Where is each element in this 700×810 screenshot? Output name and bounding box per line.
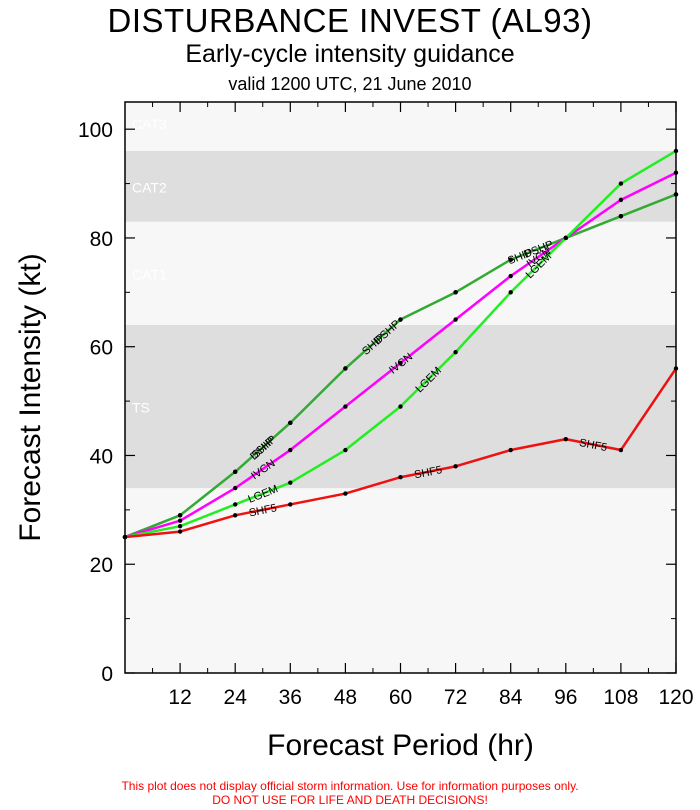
y-tick-label: 100: [78, 119, 113, 142]
point-ship: [618, 214, 624, 219]
point-ship: [177, 513, 183, 518]
band-cat1: [125, 221, 676, 325]
point-shf5: [508, 447, 513, 453]
x-axis-title: Forecast Period (hr): [267, 729, 534, 762]
point-ship: [508, 257, 513, 262]
point-lgem: [177, 523, 183, 529]
x-tick-label: 36: [279, 686, 302, 709]
point-lgem: [233, 502, 238, 507]
point-lgem: [343, 447, 348, 453]
x-tick-label: 12: [168, 686, 191, 709]
x-tick-label: 96: [554, 686, 577, 709]
point-lgem: [673, 148, 679, 154]
point-lgem: [508, 290, 513, 295]
x-tick-label: 60: [389, 686, 412, 709]
band-label-cat3: CAT3: [132, 116, 167, 132]
point-ship: [288, 420, 293, 426]
x-tick-label: 108: [603, 686, 638, 709]
chart-subtitle: Early-cycle intensity guidance: [185, 40, 515, 68]
point-lgem: [563, 235, 568, 241]
series-label-shf5: SHF5: [413, 464, 443, 481]
band-cat2: [125, 150, 676, 222]
point-ivcn: [343, 404, 348, 409]
disclaimer-line-2: DO NOT USE FOR LIFE AND DEATH DECISIONS!: [212, 793, 488, 807]
series-label-shf5: SHF5: [248, 502, 278, 519]
point-ship: [453, 290, 458, 295]
point-ivcn: [233, 485, 238, 491]
point-lgem: [288, 480, 293, 485]
point-lgem: [618, 181, 624, 186]
chart-title: DISTURBANCE INVEST (AL93): [107, 2, 593, 39]
point-shf5: [618, 447, 624, 453]
point-ship: [398, 317, 403, 322]
point-ivcn: [453, 317, 458, 322]
band-label-cat2: CAT2: [132, 179, 167, 195]
y-axis-title: Forecast Intensity (kt): [14, 253, 47, 541]
x-tick-label: 84: [499, 686, 523, 709]
point-shf5: [177, 529, 183, 534]
point-ivcn: [618, 197, 624, 203]
point-ivcn: [508, 273, 513, 279]
point-shf5: [122, 534, 128, 540]
band-label-cat1: CAT1: [132, 266, 167, 282]
point-ship: [233, 469, 238, 474]
point-shf5: [398, 475, 403, 480]
point-ivcn: [673, 170, 679, 175]
y-tick-label: 80: [90, 228, 113, 251]
point-ivcn: [398, 360, 403, 366]
point-lgem: [398, 404, 403, 409]
y-tick-label: 20: [90, 554, 113, 577]
point-shf5: [673, 366, 679, 371]
y-tick-label: 40: [90, 445, 113, 468]
x-tick-label: 120: [658, 686, 693, 709]
point-ivcn: [177, 518, 183, 523]
series-label-shf5: SHF5: [578, 437, 608, 454]
x-tick-label: 72: [444, 686, 467, 709]
point-shf5: [288, 502, 293, 507]
point-lgem: [453, 349, 458, 355]
x-tick-label: 24: [224, 686, 248, 709]
valid-time-label: valid 1200 UTC, 21 June 2010: [228, 74, 472, 94]
point-shf5: [233, 513, 238, 518]
point-ship: [343, 366, 348, 371]
point-ship: [673, 192, 679, 197]
band-label-ts: TS: [132, 400, 150, 416]
x-tick-label: 48: [334, 686, 357, 709]
point-ivcn: [288, 447, 293, 453]
point-shf5: [563, 436, 568, 442]
point-shf5: [453, 464, 458, 469]
point-shf5: [343, 491, 348, 496]
disclaimer-line-1: This plot does not display official stor…: [121, 779, 579, 793]
y-tick-label: 60: [90, 337, 113, 360]
y-tick-label: 0: [101, 663, 113, 686]
